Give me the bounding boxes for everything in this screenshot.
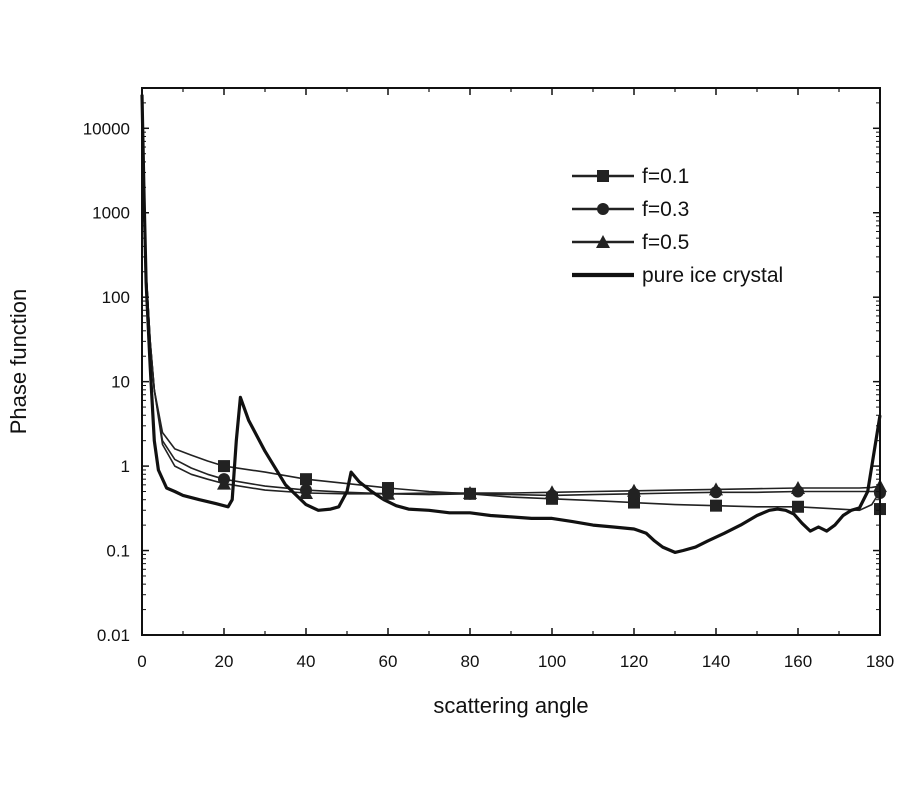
series-line-f-0-5 [141,94,881,495]
x-axis-title: scattering angle [433,693,588,718]
x-tick-label: 120 [620,652,648,671]
legend: f=0.1 f=0.3 f=0.5 pure ice crystal [572,165,783,287]
legend-label-f-0-3: f=0.3 [642,198,689,221]
y-tick-label: 1000 [92,204,130,223]
x-tick-label: 160 [784,652,812,671]
y-tick-label: 10000 [83,119,130,138]
data-point-f-0-5 [299,486,313,500]
series-layer [140,94,882,555]
x-tick-label: 140 [702,652,730,671]
data-point-f-0-5 [627,483,641,497]
legend-label-pure-ice-crystal: pure ice crystal [642,264,783,287]
legend-label-f-0-5: f=0.5 [642,231,689,254]
tick-label-layer: 0 20 40 60 80 100 120 140 160 180 0.01 0.1 1 10 100 100… [83,119,894,671]
legend-marker-f-0-5 [596,235,610,248]
y-tick-label: 0.1 [106,542,130,561]
x-tick-label: 180 [866,652,894,671]
data-point-f-0-5 [217,476,231,490]
legend-label-f-0-1: f=0.1 [642,165,689,188]
y-tick-label: 1 [121,457,130,476]
data-point-f-0-1 [300,473,312,486]
x-tick-label: 60 [379,652,398,671]
y-tick-label: 100 [102,288,130,307]
data-point-f-0-5 [791,481,805,495]
x-tick-label: 20 [215,652,234,671]
marker-layer [217,460,887,516]
legend-marker-f-0-3 [597,203,609,215]
y-axis-title: Phase function [6,289,31,435]
data-point-f-0-1 [218,460,230,473]
data-point-f-0-1 [792,500,804,513]
x-tick-label: 100 [538,652,566,671]
plot-area [140,94,887,555]
data-point-f-0-5 [463,486,477,500]
tick-layer [141,87,881,636]
y-tick-label: 0.01 [97,626,130,645]
series-line-pure-ice-crystal [140,94,882,555]
x-tick-label: 40 [297,652,316,671]
data-point-f-0-5 [709,482,723,496]
data-point-f-0-1 [710,499,722,512]
data-point-f-0-5 [381,486,395,500]
x-tick-label: 80 [461,652,480,671]
x-tick-label: 0 [137,652,146,671]
legend-marker-f-0-1 [597,170,609,182]
data-point-f-0-5 [545,485,559,499]
y-tick-label: 10 [111,373,130,392]
data-point-f-0-1 [628,496,640,509]
